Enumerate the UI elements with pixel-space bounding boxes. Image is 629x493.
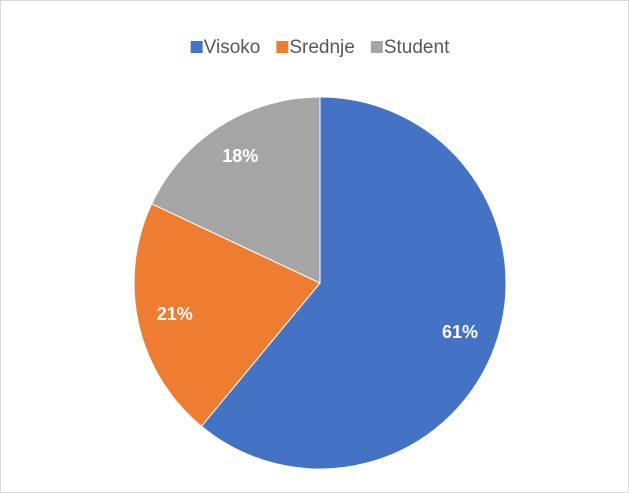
pie-slice: [151, 96, 321, 284]
pie-slice: [133, 203, 321, 428]
legend-label: Srednje: [289, 37, 355, 58]
slice-label: 21%: [157, 304, 193, 324]
slice-label: 18%: [222, 146, 258, 166]
pie-slice: [200, 96, 507, 470]
legend-swatch: [190, 41, 203, 53]
legend-swatch: [276, 41, 289, 53]
legend-swatch: [370, 41, 383, 53]
legend-label: Visoko: [204, 37, 261, 58]
legend-label: Student: [384, 37, 450, 58]
slice-label: 61%: [442, 322, 478, 342]
